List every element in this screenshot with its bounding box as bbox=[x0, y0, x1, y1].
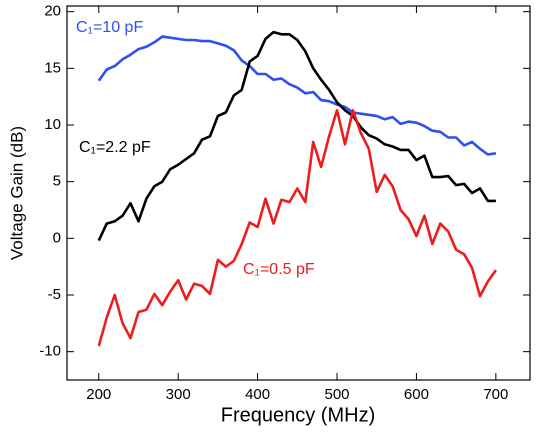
x-axis-label: Frequency (MHz) bbox=[221, 404, 375, 426]
plot-frame bbox=[66, 5, 531, 381]
y-tick-label: 5 bbox=[53, 173, 61, 190]
series-line bbox=[97, 30, 496, 242]
y-axis-label: Voltage Gain (dB) bbox=[7, 126, 26, 260]
x-tick-label: 700 bbox=[483, 386, 508, 403]
y-tick-label: -10 bbox=[39, 343, 61, 360]
series-label: C₁=0.5 pF bbox=[243, 261, 315, 278]
series-label: C₁=2.2 pF bbox=[79, 139, 151, 156]
series-line bbox=[97, 35, 497, 156]
y-tick-label: 20 bbox=[44, 3, 61, 20]
y-tick-label: 15 bbox=[44, 59, 61, 76]
series-line bbox=[97, 109, 497, 347]
x-tick-label: 300 bbox=[166, 386, 191, 403]
y-tick-label: 0 bbox=[53, 229, 61, 246]
x-tick-label: 600 bbox=[404, 386, 429, 403]
x-tick-label: 200 bbox=[86, 386, 111, 403]
y-tick-label: -5 bbox=[48, 286, 61, 303]
x-tick-label: 500 bbox=[325, 386, 350, 403]
x-tick-label: 400 bbox=[245, 386, 270, 403]
y-tick-label: 10 bbox=[44, 116, 61, 133]
series-label: C₁=10 pF bbox=[76, 19, 143, 36]
